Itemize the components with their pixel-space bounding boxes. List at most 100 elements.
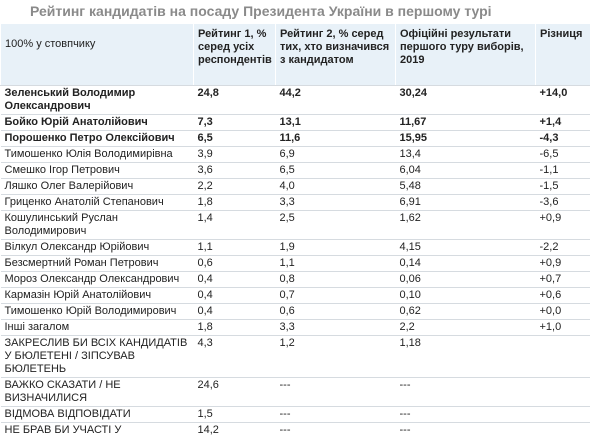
cell: 1,8	[193, 319, 276, 336]
row-label: Тимошенко Юрій Володимирович	[0, 303, 194, 320]
cell: +14,0	[535, 85, 590, 115]
cell: 1,9	[275, 239, 396, 256]
header-cell: Офіційні результати першого туру виборів…	[395, 24, 536, 86]
table-row: Кармазін Юрій Анатолійович 0,4 0,7 0,10 +0,6	[0, 287, 590, 304]
cell: 3,6	[193, 162, 276, 179]
cell: ---	[395, 422, 536, 438]
cell: -1,5	[535, 178, 590, 195]
cell: ---	[275, 422, 396, 438]
cell: 2,2	[395, 319, 536, 336]
table-row: Ляшко Олег Валерійович 2,2 4,0 5,48 -1,5	[0, 178, 590, 195]
cell: 24,8	[193, 85, 276, 115]
cell: 0,6	[193, 255, 276, 272]
cell: -1,1	[535, 162, 590, 179]
row-label: Порошенко Петро Олексійович	[0, 130, 194, 147]
table-row: Кошулинський Руслан Володимирович 1,4 2,5 1…	[0, 210, 590, 240]
cell: 1,62	[395, 210, 536, 240]
row-label: Вілкул Олександр Юрійович	[0, 239, 194, 256]
cell: 30,24	[395, 85, 536, 115]
cell: 1,4	[193, 210, 276, 240]
cell	[535, 406, 590, 423]
cell: 3,3	[275, 194, 396, 211]
cell: +0,6	[535, 287, 590, 304]
cell: 0,10	[395, 287, 536, 304]
table-row: Зеленський Володимир Олександрович 24,8 44…	[0, 85, 590, 115]
row-label: Гриценко Анатолій Степанович	[0, 194, 194, 211]
row-label: Безсмертний Роман Петрович	[0, 255, 194, 272]
cell: 7,3	[193, 114, 276, 131]
cell: -6,5	[535, 146, 590, 163]
header-row: 100% у стовпчику Рейтинг 1, % серед усіх …	[0, 24, 590, 86]
table-row: Тимошенко Юрій Володимирович 0,4 0,6 0,62 +0…	[0, 303, 590, 320]
cell: 11,67	[395, 114, 536, 131]
table-row: ВІДМОВА ВІДПОВІДАТИ 1,5 --- ---	[0, 406, 590, 423]
cell	[535, 335, 590, 378]
cell: 13,1	[275, 114, 396, 131]
table-row: Смешко Ігор Петрович 3,6 6,5 6,04 -1,1	[0, 162, 590, 179]
row-label: Мороз Олександр Олександрович	[0, 271, 194, 288]
cell: 4,3	[193, 335, 276, 378]
header-cell: Різниця	[535, 24, 590, 86]
cell: ---	[275, 377, 396, 407]
cell: 2,2	[193, 178, 276, 195]
cell: 0,4	[193, 271, 276, 288]
cell: -4,3	[535, 130, 590, 147]
cell: +1,0	[535, 319, 590, 336]
row-label: НЕ БРАВ БИ УЧАСТІ У ГОЛОСУВАННІ	[0, 422, 194, 438]
cell: 15,95	[395, 130, 536, 147]
cell: 0,7	[275, 287, 396, 304]
cell: ---	[395, 377, 536, 407]
cell: 11,6	[275, 130, 396, 147]
row-label: Кошулинський Руслан Володимирович	[0, 210, 194, 240]
table-row: Порошенко Петро Олексійович 6,5 11,6 15,95-…	[0, 130, 590, 147]
title: Рейтинг кандидатів на посаду Президента …	[30, 3, 492, 19]
cell: 0,14	[395, 255, 536, 272]
cell	[535, 377, 590, 407]
cell: 13,4	[395, 146, 536, 163]
table-row: ЗАКРЕСЛИВ БИ ВСІХ КАНДИДАТІВ У БЮЛЕТЕНІ …	[0, 335, 590, 378]
table-row: Бойко Юрій Анатолійович 7,3 13,1 11,67 +1,4	[0, 114, 590, 131]
cell: +0,0	[535, 303, 590, 320]
cell	[535, 422, 590, 438]
table-row: Вілкул Олександр Юрійович 1,1 1,9 4,15 -2,2	[0, 239, 590, 256]
cell: 3,9	[193, 146, 276, 163]
table-row: ВАЖКО СКАЗАТИ / НЕ ВИЗНАЧИЛИСЯ 24,6 --- ---	[0, 377, 590, 407]
cell: +0,9	[535, 255, 590, 272]
row-label: ВАЖКО СКАЗАТИ / НЕ ВИЗНАЧИЛИСЯ	[0, 377, 194, 407]
row-label: Бойко Юрій Анатолійович	[0, 114, 194, 131]
row-label: Смешко Ігор Петрович	[0, 162, 194, 179]
cell: 6,5	[275, 162, 396, 179]
cell: 14,2	[193, 422, 276, 438]
row-label: Кармазін Юрій Анатолійович	[0, 287, 194, 304]
header-cell: Рейтинг 1, % серед усіх респондентів	[193, 24, 276, 86]
table-row: Тимошенко Юлія Володимирівна 3,9 6,9 13,4 -6…	[0, 146, 590, 163]
cell: -3,6	[535, 194, 590, 211]
cell: +0,9	[535, 210, 590, 240]
cell: 3,3	[275, 319, 396, 336]
cell: 0,4	[193, 287, 276, 304]
table-row: Безсмертний Роман Петрович 0,6 1,1 0,14 +0,9	[0, 255, 590, 272]
cell: 6,5	[193, 130, 276, 147]
cell: 0,06	[395, 271, 536, 288]
cell: 24,6	[193, 377, 276, 407]
table-row: Інші загалом 1,8 3,3 2,2 +1,0	[0, 319, 590, 336]
header-cell: 100% у стовпчику	[0, 24, 194, 86]
cell: 0,6	[275, 303, 396, 320]
row-label: ЗАКРЕСЛИВ БИ ВСІХ КАНДИДАТІВ У БЮЛЕТЕНІ …	[0, 335, 194, 378]
cell: +0,7	[535, 271, 590, 288]
table-row: Гриценко Анатолій Степанович 1,8 3,3 6,91 -3…	[0, 194, 590, 211]
cell: 0,62	[395, 303, 536, 320]
results-table: 100% у стовпчику Рейтинг 1, % серед усіх …	[0, 24, 590, 438]
cell: ---	[275, 406, 396, 423]
cell: ---	[395, 406, 536, 423]
cell: 4,0	[275, 178, 396, 195]
header-cell: Рейтинг 2, % серед тих, хто визначився з…	[275, 24, 396, 86]
row-label: Інші загалом	[0, 319, 194, 336]
table-row: НЕ БРАВ БИ УЧАСТІ У ГОЛОСУВАННІ14,2-----…	[0, 422, 590, 438]
cell: 1,18	[395, 335, 536, 378]
cell: +1,4	[535, 114, 590, 131]
table-header: 100% у стовпчику Рейтинг 1, % серед усіх …	[0, 24, 590, 86]
table-body: Зеленський Володимир Олександрович 24,8 44…	[0, 85, 590, 438]
row-label: Зеленський Володимир Олександрович	[0, 85, 194, 115]
